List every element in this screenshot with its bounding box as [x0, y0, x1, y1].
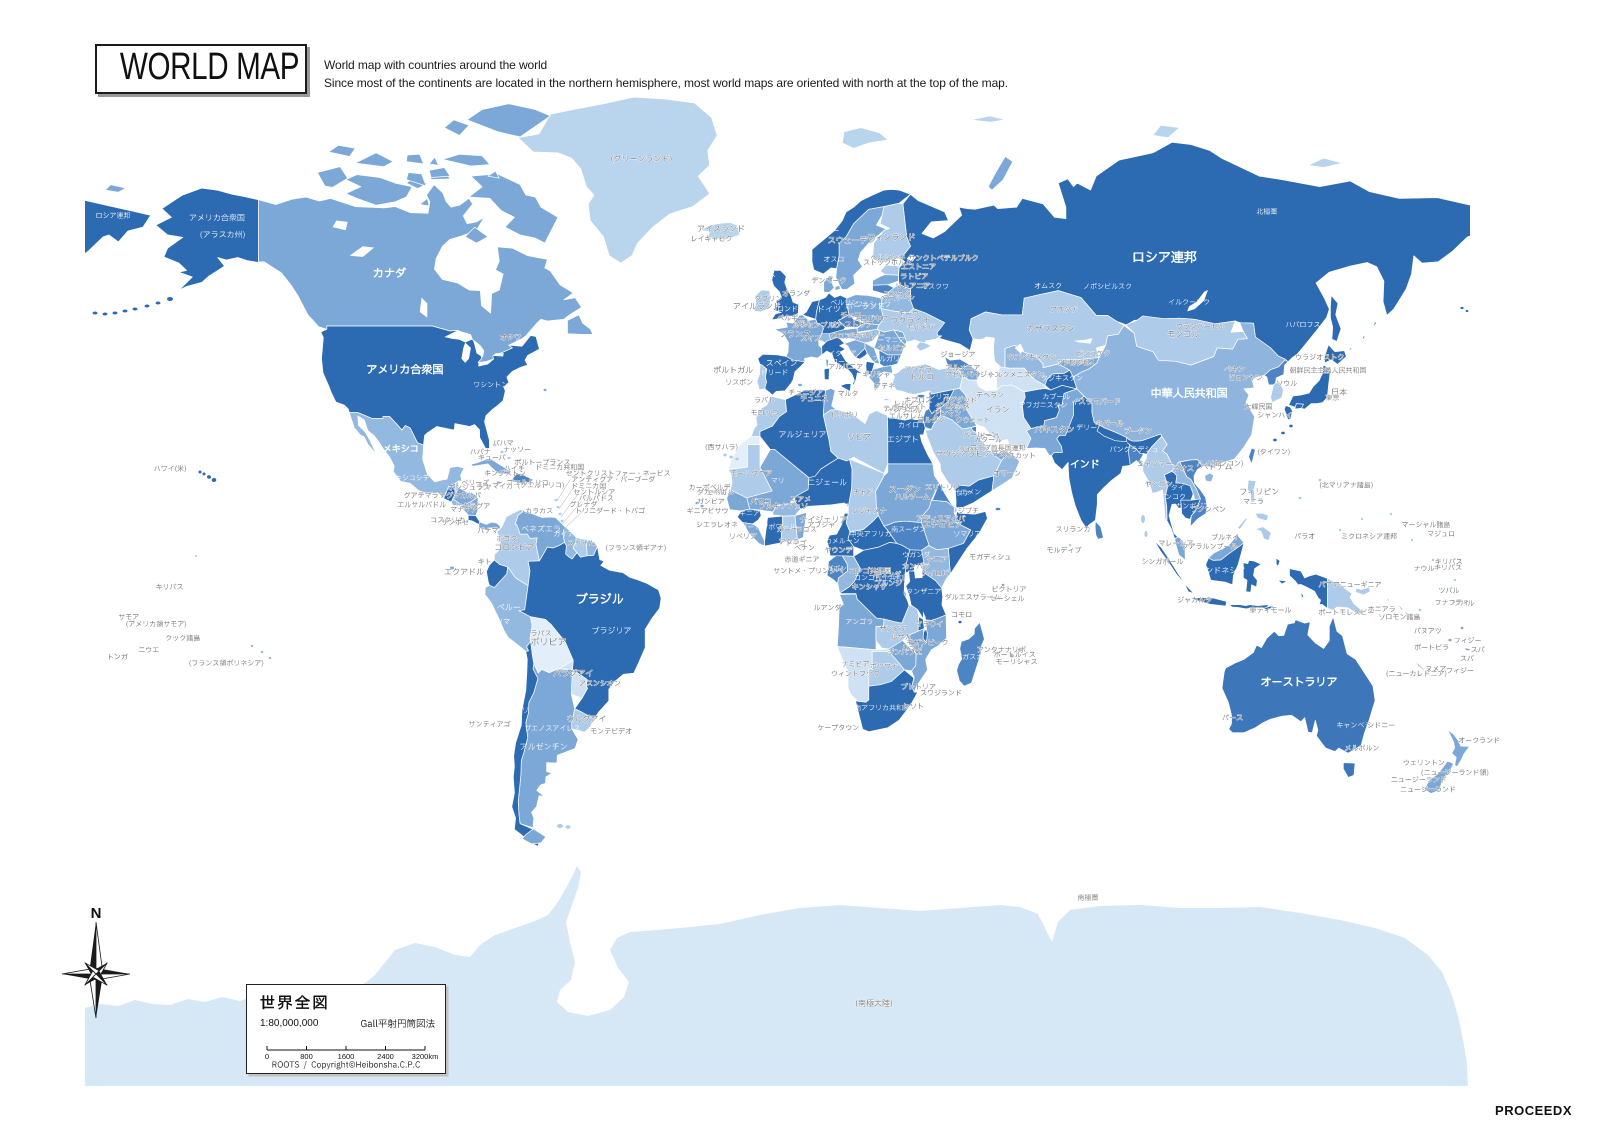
- svg-text:800: 800: [300, 1052, 313, 1061]
- svg-text:N: N: [91, 905, 102, 922]
- svg-text:3200km: 3200km: [412, 1052, 439, 1061]
- svg-text:1600: 1600: [338, 1052, 355, 1061]
- svg-text:0: 0: [265, 1052, 269, 1061]
- svg-text:2400: 2400: [377, 1052, 394, 1061]
